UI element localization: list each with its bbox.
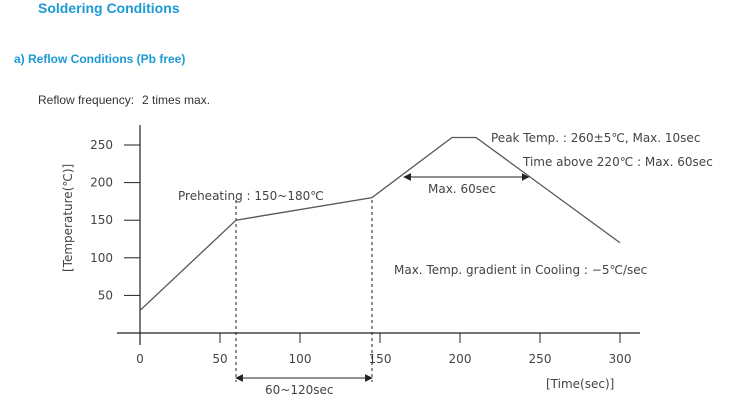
temperature-profile-line: [139, 136, 621, 311]
page-title: Soldering Conditions: [38, 0, 180, 16]
y-tick-label: 100: [90, 251, 113, 265]
frequency-value: 2 times max.: [142, 93, 211, 107]
preheating-label: Preheating : 150~180℃: [178, 189, 324, 203]
y-tick-label: 150: [90, 213, 113, 227]
x-tick-label: 150: [369, 352, 392, 366]
x-tick-label: 50: [212, 352, 227, 366]
x-tick-label: 200: [449, 352, 472, 366]
x-tick-label: 250: [529, 352, 552, 366]
preheat-duration-label: 60~120sec: [265, 383, 333, 397]
x-tick-label: 0: [136, 352, 144, 366]
y-tick-label: 50: [98, 288, 113, 302]
frequency-label: Reflow frequency:: [38, 93, 135, 107]
y-axis-label: [Temperature(℃)]: [61, 164, 75, 272]
y-tick-label: 250: [90, 138, 113, 152]
x-axis-label: [Time(sec)]: [546, 377, 614, 391]
section-heading: a) Reflow Conditions (Pb free): [14, 52, 186, 66]
reflow-frequency: Reflow frequency: 2 times max.: [38, 93, 210, 107]
x-tick-label: 100: [289, 352, 312, 366]
y-tick-label: 200: [90, 176, 113, 190]
max-60sec-label: Max. 60sec: [428, 182, 496, 196]
cooling-gradient-label: Max. Temp. gradient in Cooling : −5℃/sec: [394, 263, 647, 277]
x-tick-label: 300: [609, 352, 632, 366]
time-above-label: Time above 220℃ : Max. 60sec: [522, 155, 713, 169]
peak-temp-label: Peak Temp. : 260±5℃, Max. 10sec: [491, 131, 700, 145]
